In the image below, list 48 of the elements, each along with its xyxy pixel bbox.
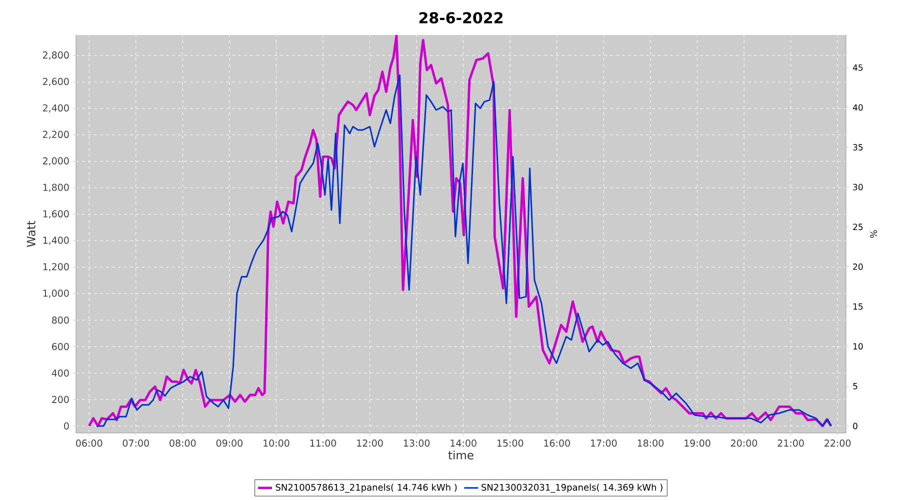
y2-tick-label: 35 <box>853 144 863 150</box>
y-tick-label: 0 <box>64 422 69 430</box>
x-tick-label: 18:00 <box>638 440 664 447</box>
legend-label: SN2130032031_19panels( 14.369 kWh ) <box>482 484 662 493</box>
x-tick-label: 21:00 <box>778 440 804 447</box>
y2-tick-label: 0 <box>853 422 858 430</box>
y2-tick-label: 15 <box>853 303 863 310</box>
x-tick-label: 22:00 <box>824 440 851 447</box>
y-tick-label: 600 <box>52 342 69 350</box>
x-tick-label: 20:00 <box>731 440 758 447</box>
x-tick-label: 15:00 <box>497 440 524 447</box>
y-tick-label: 1,400 <box>43 236 69 245</box>
y2-tick-label: 20 <box>853 264 863 270</box>
x-tick-label: 06:00 <box>76 440 102 447</box>
x-axis-title: time <box>448 450 474 460</box>
x-tick-label: 07:00 <box>122 440 149 447</box>
y-axis-title: Watt <box>26 220 36 247</box>
x-tick-label: 14:00 <box>450 440 476 447</box>
x-tick-label: 11:00 <box>310 440 336 447</box>
y-tick-label: 2,600 <box>42 78 69 86</box>
y-tick-label: 1,600 <box>43 210 69 218</box>
y2-tick-label: 45 <box>852 64 863 71</box>
y2-tick-label: 30 <box>853 184 863 190</box>
x-tick-label: 09:00 <box>216 440 242 447</box>
x-tick-label: 13:00 <box>404 440 430 447</box>
legend-label: SN2100578613_21panels( 14.746 kWh ) <box>276 484 457 493</box>
y2-tick-label: 25 <box>853 224 863 230</box>
y2-tick-label: 10 <box>853 343 863 350</box>
y-tick-label: 800 <box>52 316 69 324</box>
y-tick-label: 400 <box>52 369 69 377</box>
y-tick-label: 2,200 <box>42 130 69 139</box>
x-tick-label: 08:00 <box>170 440 196 447</box>
y2-tick-label: 5 <box>853 383 858 390</box>
chart-title: 28-6-2022 <box>419 12 502 24</box>
x-tick-label: 19:00 <box>684 440 710 447</box>
y-tick-label: 1,800 <box>43 184 69 192</box>
y2-axis-title: % <box>870 230 878 238</box>
y-tick-label: 200 <box>52 396 69 404</box>
x-tick-label: 16:00 <box>544 440 570 447</box>
y-tick-label: 1,000 <box>43 290 69 298</box>
y-tick-label: 2,400 <box>42 104 69 112</box>
y2-tick-label: 40 <box>852 104 863 111</box>
y-tick-label: 2,800 <box>42 51 69 60</box>
y-tick-label: 2,000 <box>42 157 69 166</box>
x-tick-label: 17:00 <box>591 440 617 447</box>
x-tick-label: 10:00 <box>264 440 290 447</box>
y-tick-label: 1,200 <box>43 263 69 272</box>
x-tick-label: 12:00 <box>357 440 383 447</box>
